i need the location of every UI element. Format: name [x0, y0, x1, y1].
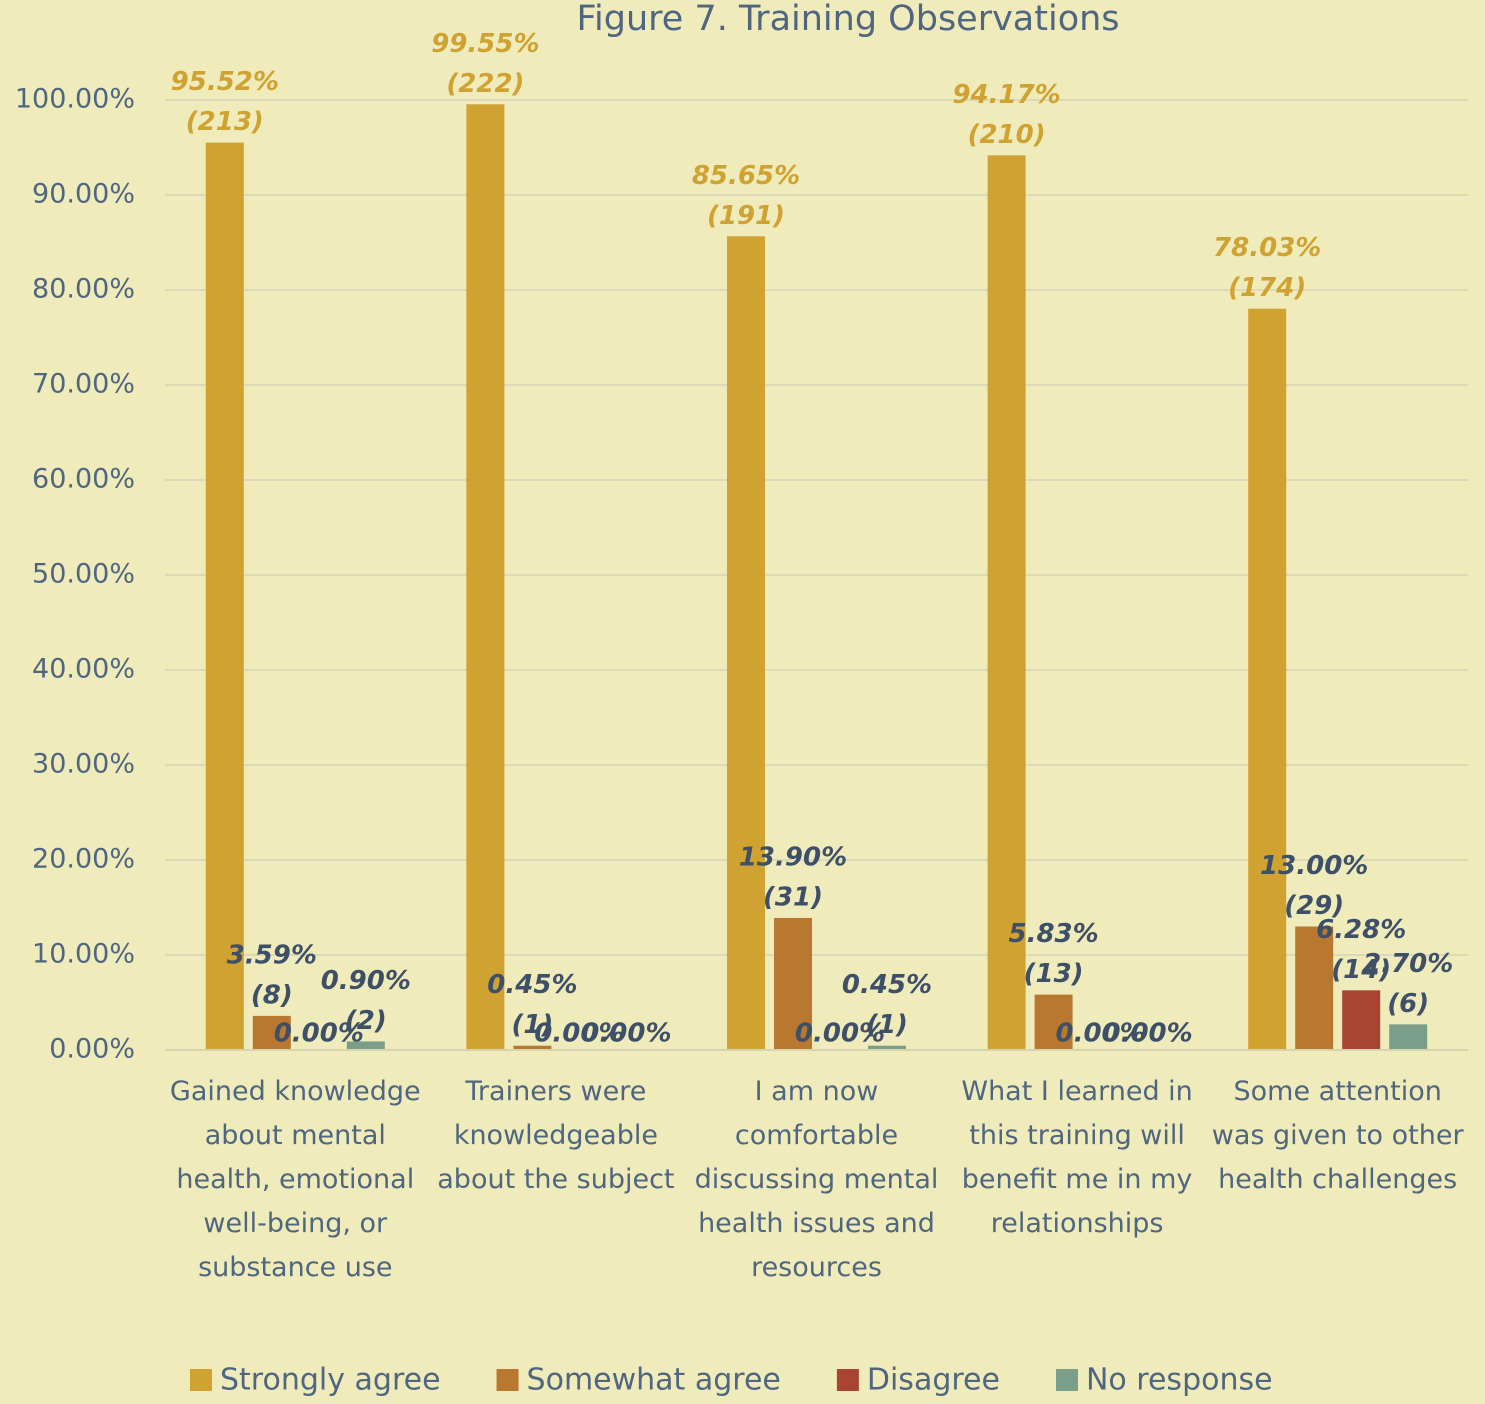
bar: [252, 1015, 291, 1050]
data-label: 95.52%: [171, 67, 279, 97]
legend-label: Somewhat agree: [527, 1363, 781, 1398]
data-label-count: (1): [866, 1010, 908, 1040]
legend-label: Strongly agree: [220, 1363, 441, 1398]
data-label: 0.45%: [842, 970, 932, 1000]
legend-label: No response: [1086, 1363, 1273, 1398]
data-label-count: (210): [968, 120, 1046, 150]
legend-swatch: [1055, 1369, 1078, 1391]
data-label-count: (31): [763, 882, 823, 912]
data-label: 2.70%: [1363, 949, 1453, 979]
y-tick-label: 0.00%: [49, 1034, 135, 1065]
data-label: 13.90%: [739, 842, 847, 872]
x-tick-label: What I learned in this training will ben…: [961, 1076, 1193, 1239]
data-label: 3.59%: [227, 940, 317, 970]
y-tick-label: 20.00%: [32, 844, 135, 875]
legend-label: Disagree: [867, 1363, 1000, 1398]
data-label: 94.17%: [952, 80, 1060, 110]
y-tick-label: 70.00%: [32, 369, 135, 400]
data-label-count: (1): [511, 1010, 553, 1040]
data-label-count: (29): [1284, 891, 1344, 921]
bar: [774, 917, 812, 1050]
y-tick-label: 60.00%: [32, 464, 135, 495]
data-label: 78.03%: [1213, 233, 1321, 263]
bar: [346, 1041, 385, 1050]
data-label: 0.00%: [1102, 1019, 1192, 1049]
y-tick-label: 100.00%: [15, 84, 135, 115]
bar: [466, 104, 505, 1050]
data-label: 6.28%: [1316, 915, 1406, 945]
data-label-count: (13): [1024, 959, 1084, 989]
data-label-count: (174): [1228, 273, 1306, 303]
x-tick-label: Gained knowledge about mental health, em…: [169, 1076, 421, 1283]
data-label-count: (213): [186, 107, 264, 137]
data-label: 13.00%: [1260, 851, 1368, 881]
legend-swatch: [190, 1369, 212, 1391]
bar: [868, 1045, 906, 1050]
bar: [1034, 994, 1073, 1050]
data-label: 0.00%: [534, 1019, 624, 1049]
data-label-count: (222): [446, 69, 524, 99]
bar: [205, 142, 244, 1050]
data-label-count: (6): [1387, 989, 1429, 1019]
bar: [987, 155, 1026, 1050]
data-label: 0.00%: [581, 1019, 671, 1049]
y-tick-label: 80.00%: [32, 274, 135, 305]
y-tick-label: 40.00%: [32, 654, 135, 685]
data-label: 0.90%: [321, 966, 411, 996]
data-label-count: (191): [707, 201, 785, 231]
y-tick-label: 90.00%: [32, 179, 135, 210]
x-tick-label: I am now comfortable discussing mental h…: [694, 1076, 939, 1283]
data-label: 0.45%: [487, 970, 577, 1000]
bar: [513, 1045, 552, 1050]
bar: [1342, 990, 1381, 1050]
bar: [727, 236, 765, 1050]
chart-title: Figure 7. Training Observations: [576, 0, 1119, 39]
bar: [1248, 308, 1287, 1051]
data-label: 5.83%: [1008, 919, 1098, 949]
data-label-count: (2): [345, 1006, 387, 1036]
data-label: 85.65%: [692, 161, 800, 191]
data-label-count: (14): [1331, 955, 1391, 985]
legend-swatch: [836, 1369, 859, 1391]
x-tick-label: Trainers were knowledgeable about the su…: [437, 1076, 675, 1195]
data-label: 0.00%: [795, 1019, 885, 1049]
bar: [1389, 1024, 1428, 1050]
x-tick-label: Some attention was given to other health…: [1211, 1076, 1464, 1195]
bar: [1295, 926, 1334, 1050]
y-tick-label: 10.00%: [32, 939, 135, 970]
data-label: 99.55%: [431, 29, 539, 59]
y-tick-label: 50.00%: [32, 559, 135, 590]
y-tick-label: 30.00%: [32, 749, 135, 780]
data-label-count: (8): [251, 980, 293, 1010]
data-label: 0.00%: [1055, 1019, 1145, 1049]
legend-swatch: [496, 1369, 519, 1391]
